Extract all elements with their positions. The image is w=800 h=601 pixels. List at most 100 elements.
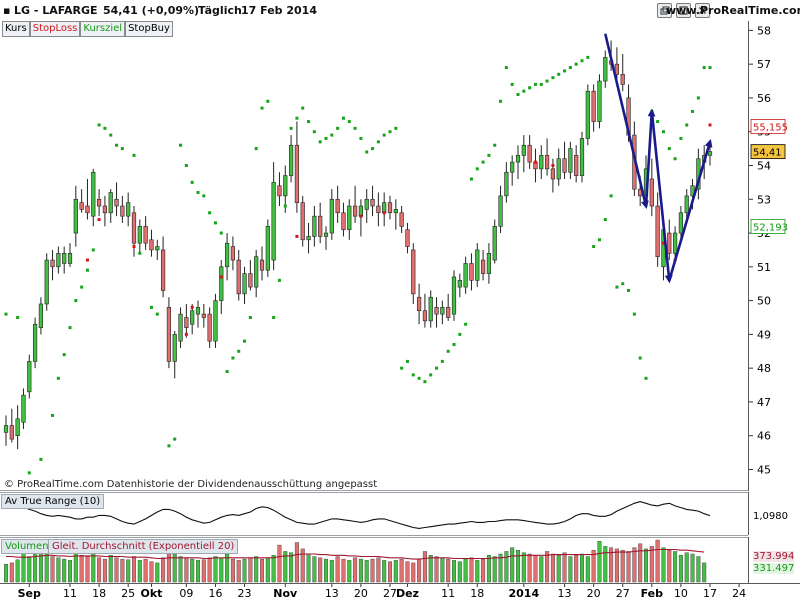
trend-arrow xyxy=(668,138,713,281)
candle xyxy=(451,270,457,321)
time-tick-label: Sep xyxy=(18,587,41,600)
volume-bar xyxy=(242,558,247,583)
volume-bar xyxy=(690,553,695,583)
volume-axis-rail[interactable]: 373.994 331.497 xyxy=(748,537,800,583)
candle xyxy=(178,307,183,348)
candle-body xyxy=(242,273,247,295)
sar-dot xyxy=(481,160,485,164)
candle xyxy=(323,226,329,250)
candle xyxy=(603,50,608,88)
volume-bar xyxy=(79,555,84,583)
time-tick-label: 18 xyxy=(470,587,484,600)
time-tick-label: 13 xyxy=(325,587,339,600)
volume-bar xyxy=(236,560,241,583)
candle xyxy=(79,189,84,213)
candle xyxy=(102,195,108,227)
sar-dot xyxy=(493,143,497,147)
sar-dot xyxy=(405,359,409,363)
candle xyxy=(300,195,305,247)
price-tick-label: 56 xyxy=(757,92,771,105)
sar-dot xyxy=(464,322,468,326)
price-panel[interactable]: © ProRealTime.com Datenhistorie der Divi… xyxy=(0,21,748,491)
candle-body xyxy=(446,307,451,318)
volume-bar xyxy=(131,556,137,583)
candle-body xyxy=(585,90,590,139)
sar-dot xyxy=(115,143,119,147)
candle xyxy=(236,249,241,301)
candle-body xyxy=(579,138,585,176)
time-tick-label: 27 xyxy=(383,587,397,600)
candle xyxy=(219,260,224,315)
sar-dot xyxy=(4,312,8,316)
volume-bar xyxy=(300,548,305,583)
candle xyxy=(376,192,381,227)
kursziel-button[interactable]: Kursziel xyxy=(80,21,126,37)
sar-dot xyxy=(592,245,596,249)
candle-body xyxy=(370,198,375,207)
maximize-icon[interactable] xyxy=(676,3,691,18)
candle xyxy=(475,243,480,288)
sar-dot xyxy=(621,282,625,286)
time-tick-label: 2014 xyxy=(509,587,540,600)
volume-bar xyxy=(521,552,526,583)
candle xyxy=(515,145,521,179)
volume-bar xyxy=(312,556,317,583)
volume-bar xyxy=(702,562,707,583)
volume-bar xyxy=(632,547,637,583)
candle xyxy=(387,195,393,220)
date-label: 17 Feb 2014 xyxy=(241,4,317,17)
stop-marker xyxy=(708,123,712,127)
candle xyxy=(184,303,189,338)
volume-bar xyxy=(527,553,532,583)
time-tick-label: 23 xyxy=(238,587,252,600)
candle-body xyxy=(550,168,556,180)
volume-bar xyxy=(195,560,201,583)
kurs-button[interactable]: Kurs xyxy=(2,21,30,37)
candle xyxy=(591,84,596,132)
volume-bar xyxy=(254,556,259,583)
time-axis[interactable]: Sep 11 18 25 Okt 09 16 23 Nov 13 20 27 Dez 11 18 2014 13… xyxy=(0,583,800,601)
sar-dot xyxy=(429,373,433,377)
candle xyxy=(480,249,486,281)
candle xyxy=(597,74,602,129)
candle-body xyxy=(230,246,236,261)
candle-body xyxy=(50,259,55,268)
restore-icon[interactable] xyxy=(657,3,672,18)
candle-body xyxy=(416,296,422,312)
volume-bar xyxy=(638,543,643,583)
candle xyxy=(364,189,369,223)
time-tick-label: 13 xyxy=(558,587,572,600)
close-icon[interactable] xyxy=(695,3,710,18)
stoploss-button[interactable]: StopLoss xyxy=(29,21,81,37)
candle-body xyxy=(44,259,49,305)
candle-body xyxy=(67,253,73,264)
candle-body xyxy=(393,209,398,214)
candle-body xyxy=(544,155,550,170)
volume-bar xyxy=(190,558,195,583)
sar-dot xyxy=(301,106,305,110)
volume-bar xyxy=(667,549,672,583)
candle-body xyxy=(143,225,148,244)
sar-dot xyxy=(615,285,619,289)
candle-body xyxy=(428,296,433,322)
candle-body xyxy=(195,307,201,315)
volume-panel[interactable]: Volumen Gleit. Durchschnitt (Exponentiel… xyxy=(0,537,748,583)
sar-dot xyxy=(574,62,578,66)
price-axis-rail[interactable]: 585756555453525150494847464555,15554,415… xyxy=(748,21,800,491)
volume-bar xyxy=(609,547,614,583)
sar-dot xyxy=(190,180,194,184)
stopbuy-button[interactable]: StopBuy xyxy=(125,21,173,37)
stop-marker xyxy=(190,305,194,309)
price-marker-label: 55,155 xyxy=(753,122,788,133)
candle-body xyxy=(411,249,416,295)
candle xyxy=(486,243,492,284)
candle-body xyxy=(352,205,358,217)
volume-bar xyxy=(289,552,294,583)
candle xyxy=(126,192,131,227)
candle-body xyxy=(603,57,608,82)
atr-panel[interactable]: Av True Range (10) xyxy=(0,492,748,536)
price-marker-box xyxy=(750,219,786,234)
candle-body xyxy=(277,185,282,197)
candle xyxy=(248,260,253,291)
atr-axis-rail[interactable]: 1,0980 xyxy=(748,492,800,535)
